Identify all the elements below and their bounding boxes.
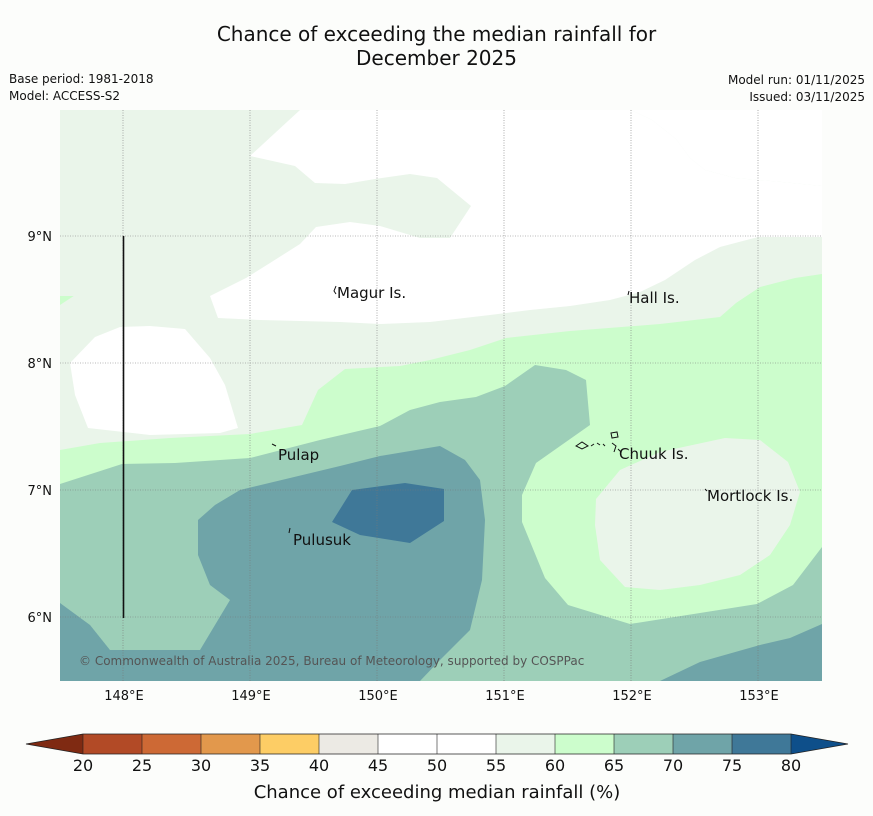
colorbar-tick-25: 25 (132, 756, 152, 775)
colorbar: 20 25 30 35 40 45 50 55 60 65 70 75 80 C… (25, 733, 849, 803)
zone-50-55-central (210, 110, 822, 324)
hall-island (627, 290, 630, 296)
map-title: Chance of exceeding the median rainfall … (0, 22, 873, 70)
colorbar-title: Chance of exceeding median rainfall (%) (254, 782, 621, 803)
colorbar-tick-35: 35 (250, 756, 270, 775)
zone-75-80 (332, 483, 444, 543)
zone-50-55-north (60, 110, 822, 186)
lat-label-7n: 7°N (28, 484, 53, 499)
zone-50-55-west (70, 326, 238, 435)
colorbar-tick-45: 45 (368, 756, 388, 775)
colorbar-tick-40: 40 (309, 756, 329, 775)
graticule (60, 110, 822, 681)
label-pulap: Pulap (278, 446, 319, 464)
lon-label-149e: 149°E (231, 689, 271, 704)
colorbar-bin-30-35 (201, 734, 260, 754)
zone-70-75-southeast (660, 624, 822, 681)
colorbar-tick-65: 65 (604, 756, 624, 775)
zone-70-75-southwest (60, 603, 125, 681)
lat-label-9n: 9°N (28, 230, 53, 245)
colorbar-bin-75-80 (732, 734, 791, 754)
colorbar-bin-55-60 (496, 734, 555, 754)
model-run: Model run: 01/11/2025 (727, 73, 865, 87)
lon-axis: 148°E 149°E 150°E 151°E 152°E 153°E (104, 689, 779, 704)
lat-label-6n: 6°N (28, 611, 53, 626)
label-hall: Hall Is. (629, 289, 680, 307)
colorbar-bin-35-40 (260, 734, 319, 754)
lat-label-8n: 8°N (28, 357, 53, 372)
lon-label-152e: 152°E (612, 689, 652, 704)
colorbar-tick-20: 20 (73, 756, 93, 775)
colorbar-tick-30: 30 (191, 756, 211, 775)
colorbar-bin-40-45 (319, 734, 378, 754)
colorbar-extend-high (791, 734, 848, 754)
title-line-2: December 2025 (356, 46, 517, 70)
colorbar-tick-70: 70 (663, 756, 683, 775)
colorbar-bin-70-75 (673, 734, 732, 754)
colorbar-tick-80: 80 (781, 756, 801, 775)
pulusuk-island (288, 527, 291, 534)
colorbar-extend-low (26, 734, 83, 754)
colorbar-tick-75: 75 (722, 756, 742, 775)
magur-island (333, 285, 337, 295)
copyright-notice: © Commonwealth of Australia 2025, Bureau… (79, 654, 584, 668)
colorbar-bin-60-65 (555, 734, 614, 754)
model-name: Model: ACCESS-S2 (9, 89, 121, 103)
meta-left: Base period: 1981-2018 Model: ACCESS-S2 (9, 71, 154, 105)
meta-right: Model run: 01/11/2025 Issued: 03/11/2025 (728, 72, 865, 106)
colorbar-bin-25-30 (142, 734, 201, 754)
zone-50-55-islet (528, 251, 546, 270)
base-period: Base period: 1981-2018 (9, 72, 154, 86)
zone-55-60-mortlock (595, 438, 800, 590)
colorbar-tick-55: 55 (486, 756, 506, 775)
colorbar-tick-50: 50 (427, 756, 447, 775)
island-outlines (271, 285, 708, 534)
issued-date: Issued: 03/11/2025 (749, 90, 865, 104)
lon-label-151e: 151°E (485, 689, 525, 704)
zone-55-60-north (60, 110, 471, 296)
label-chuuk: Chuuk Is. (619, 445, 688, 463)
chuuk-islands (575, 431, 622, 453)
lon-label-153e: 153°E (739, 689, 779, 704)
title-line-1: Chance of exceeding the median rainfall … (216, 22, 657, 46)
colorbar-bin-65-70 (614, 734, 673, 754)
colorbar-bin-45-50 (378, 734, 437, 754)
mortlock-island (704, 488, 708, 492)
colorbar-tick-60: 60 (545, 756, 565, 775)
label-mortlock: Mortlock Is. (707, 487, 793, 505)
colorbar-bin-50-55 (437, 734, 496, 754)
label-magur: Magur Is. (337, 284, 406, 302)
rainfall-contour-map: Magur Is. Hall Is. Pulap Chuuk Is. Mortl… (60, 110, 822, 681)
lon-label-150e: 150°E (358, 689, 398, 704)
colorbar-bin-20-25 (83, 734, 142, 754)
pulap-island (271, 443, 277, 447)
lon-label-148e: 148°E (104, 689, 144, 704)
lat-axis: 9°N 8°N 7°N 6°N (28, 230, 53, 626)
label-pulusuk: Pulusuk (293, 531, 351, 549)
